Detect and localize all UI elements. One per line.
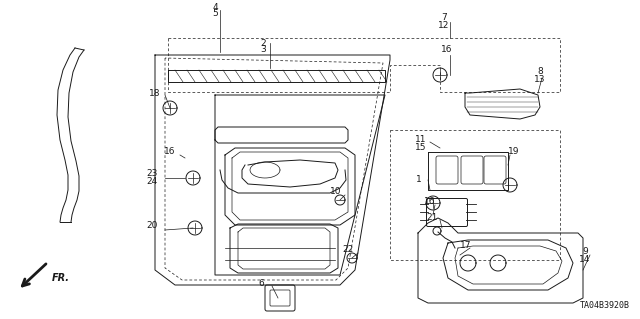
- Text: 16: 16: [424, 197, 436, 206]
- Text: 13: 13: [534, 75, 546, 84]
- Text: 3: 3: [260, 46, 266, 55]
- Text: 12: 12: [438, 20, 450, 29]
- Text: FR.: FR.: [52, 273, 70, 283]
- Text: 16: 16: [441, 46, 452, 55]
- Text: 8: 8: [537, 68, 543, 77]
- Text: 6: 6: [258, 279, 264, 288]
- Text: 20: 20: [147, 220, 157, 229]
- Text: 23: 23: [147, 168, 157, 177]
- Text: 11: 11: [415, 136, 427, 145]
- Text: 10: 10: [330, 188, 342, 197]
- Text: 9: 9: [582, 248, 588, 256]
- Text: 22: 22: [342, 246, 354, 255]
- FancyBboxPatch shape: [484, 156, 506, 184]
- FancyBboxPatch shape: [270, 290, 290, 306]
- Text: 7: 7: [441, 13, 447, 23]
- Text: 19: 19: [508, 147, 520, 157]
- Text: 4: 4: [212, 3, 218, 11]
- FancyBboxPatch shape: [265, 285, 295, 311]
- FancyBboxPatch shape: [461, 156, 483, 184]
- Text: 5: 5: [212, 10, 218, 19]
- Text: 24: 24: [147, 176, 157, 186]
- Text: 14: 14: [579, 256, 591, 264]
- Text: TA04B3920B: TA04B3920B: [580, 301, 630, 310]
- Text: 1: 1: [416, 175, 422, 184]
- Text: 16: 16: [164, 147, 176, 157]
- Text: 21: 21: [426, 213, 438, 222]
- FancyBboxPatch shape: [426, 198, 467, 226]
- Text: 17: 17: [460, 241, 472, 250]
- FancyBboxPatch shape: [436, 156, 458, 184]
- Text: 2: 2: [260, 39, 266, 48]
- Text: 15: 15: [415, 144, 427, 152]
- Text: 18: 18: [149, 88, 161, 98]
